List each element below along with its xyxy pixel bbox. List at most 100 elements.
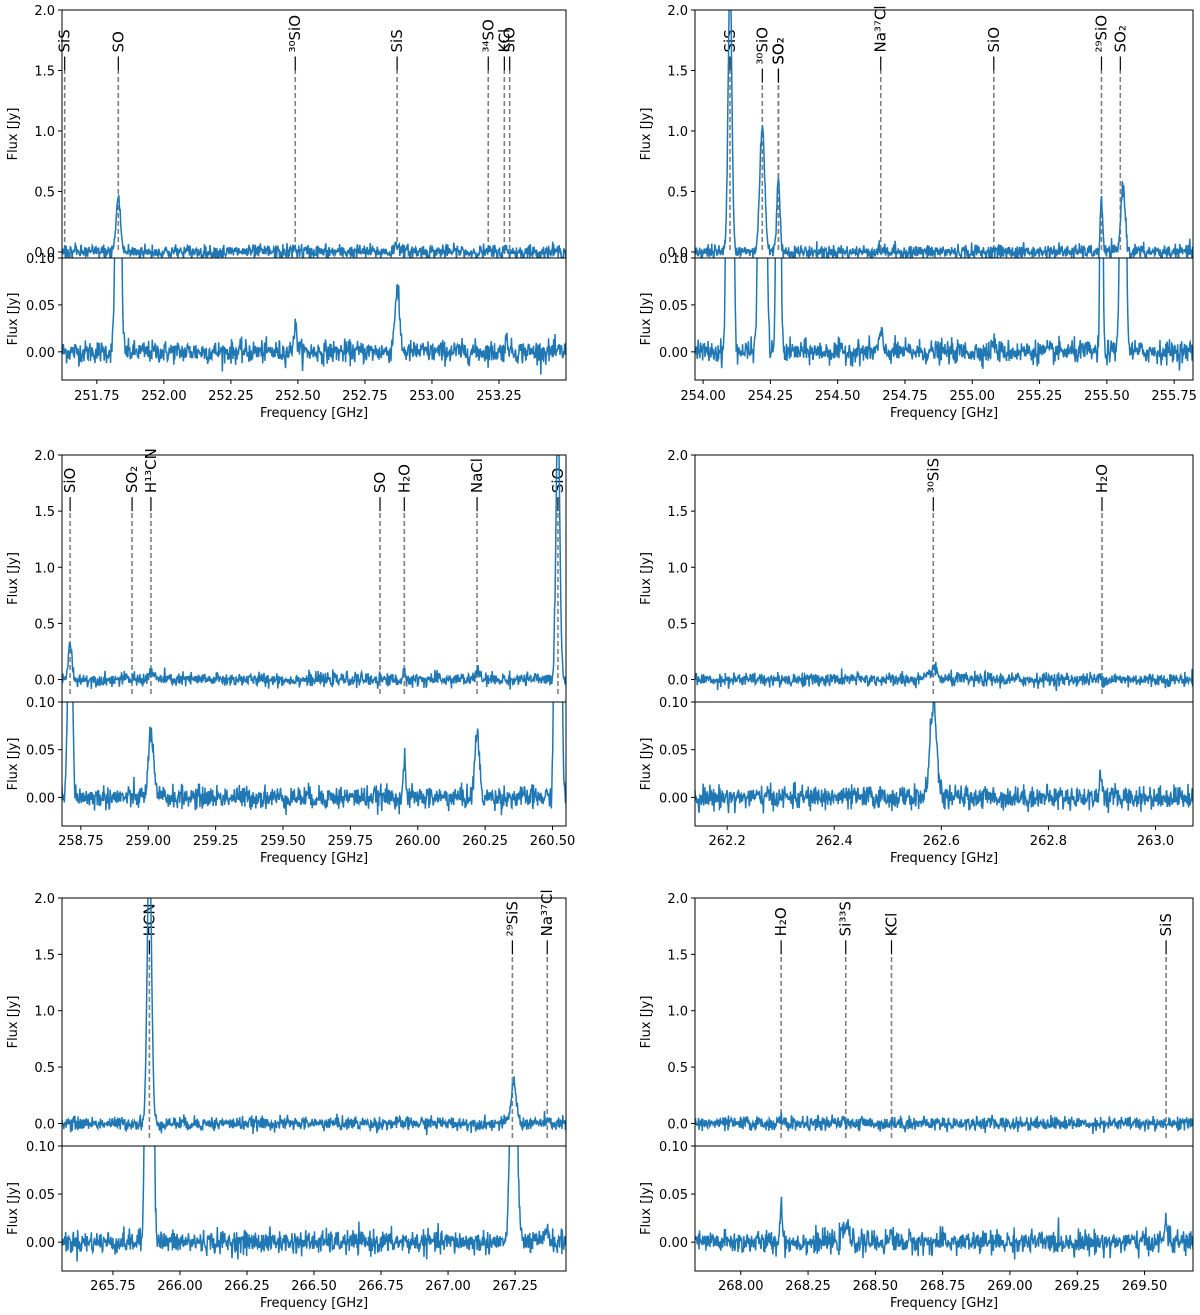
- line-label: ³⁰SiO: [286, 15, 304, 53]
- x-tick-label: 259.25: [193, 834, 239, 849]
- y-tick-label: 0.5: [34, 185, 55, 200]
- y-axis-label: Flux [Jy]: [6, 293, 21, 346]
- x-tick-label: 267.00: [425, 1279, 471, 1294]
- y-axis-label: Flux [Jy]: [639, 293, 654, 346]
- line-label: H¹³CN: [142, 448, 160, 493]
- spectrum-upper: [695, 10, 1193, 258]
- x-tick-label: 262.4: [816, 834, 853, 849]
- x-tick-label: 269.50: [1122, 1279, 1168, 1294]
- x-tick-label: 253.25: [476, 389, 522, 404]
- y-axis-label: Flux [Jy]: [6, 996, 21, 1049]
- line-label: SO₂: [123, 466, 141, 493]
- y-tick-label: 0.5: [667, 1061, 688, 1076]
- line-label: ³⁴SO: [479, 19, 497, 52]
- line-label: SO₂: [769, 37, 787, 64]
- x-tick-label: 260.00: [395, 834, 441, 849]
- line-label: NaCl: [468, 458, 486, 493]
- spectrum-lower: [62, 702, 566, 816]
- x-axis-label: Frequency [GHz]: [260, 851, 368, 866]
- line-label: KCl: [883, 913, 901, 937]
- y-tick-label: 0.0: [34, 674, 55, 689]
- y-axis-label: Flux [Jy]: [639, 552, 654, 605]
- spectrum-upper: [695, 661, 1193, 692]
- y-tick-label: 0.5: [34, 1061, 55, 1076]
- line-label: HCN: [140, 903, 158, 936]
- y-tick-label: 0.05: [26, 744, 55, 759]
- x-tick-label: 262.2: [709, 834, 746, 849]
- x-tick-label: 255.50: [1084, 389, 1130, 404]
- y-tick-label: 0.05: [26, 299, 55, 314]
- y-tick-label: 1.5: [667, 505, 688, 520]
- x-tick-label: 269.00: [987, 1279, 1033, 1294]
- x-tick-label: 255.75: [1151, 389, 1197, 404]
- y-axis-label: Flux [Jy]: [639, 738, 654, 791]
- y-axis-label: Flux [Jy]: [6, 108, 21, 161]
- spectrum-lower: [695, 702, 1193, 814]
- y-tick-label: 0.10: [659, 1140, 688, 1155]
- y-tick-label: 0.0: [34, 1117, 55, 1132]
- y-tick-label: 2.0: [34, 4, 55, 19]
- y-tick-label: 0.00: [659, 1236, 688, 1251]
- x-tick-label: 266.50: [291, 1279, 337, 1294]
- spectrum-upper: [62, 194, 566, 258]
- line-label: Si³³S: [837, 901, 855, 936]
- x-tick-label: 263.0: [1137, 834, 1174, 849]
- line-label: SiS: [388, 29, 406, 52]
- x-tick-label: 268.25: [785, 1279, 831, 1294]
- y-tick-label: 0.05: [26, 1188, 55, 1203]
- y-tick-label: 1.5: [667, 948, 688, 963]
- line-label: SO: [371, 472, 389, 493]
- x-axis-label: Frequency [GHz]: [260, 406, 368, 421]
- spectrum-upper: [695, 1111, 1193, 1134]
- x-axis-label: Frequency [GHz]: [260, 1296, 368, 1311]
- y-axis-label: Flux [Jy]: [639, 1182, 654, 1235]
- y-axis-label: Flux [Jy]: [639, 108, 654, 161]
- y-tick-label: 0.00: [26, 791, 55, 806]
- line-label: SiS: [721, 29, 739, 52]
- x-tick-label: 255.25: [1017, 389, 1063, 404]
- x-tick-label: 269.25: [1054, 1279, 1100, 1294]
- line-label: Na³⁷Cl: [872, 5, 890, 52]
- panel-middle-left: SiO SO₂ H¹³CN SO H₂O NaCl SiO 0.0 0.5 1.0 1.5 2.0 0.…: [6, 448, 576, 866]
- x-tick-label: 253.00: [409, 389, 455, 404]
- line-label: H₂O: [1093, 464, 1111, 493]
- y-tick-label: 0.00: [26, 1236, 55, 1251]
- x-tick-label: 254.00: [680, 389, 726, 404]
- line-label: ²⁹SiO: [1092, 15, 1110, 53]
- line-label: SO: [109, 31, 127, 52]
- y-tick-label: 0.0: [667, 246, 688, 261]
- y-tick-label: 1.0: [667, 561, 688, 576]
- y-tick-label: 1.0: [667, 1005, 688, 1020]
- x-tick-label: 267.25: [492, 1279, 538, 1294]
- spectrum-lower: [695, 1196, 1193, 1260]
- line-label: H₂O: [395, 464, 413, 493]
- y-tick-label: 0.10: [26, 1140, 55, 1155]
- x-axis-label: Frequency [GHz]: [890, 1296, 998, 1311]
- y-tick-label: 0.10: [659, 696, 688, 711]
- y-tick-label: 0.05: [659, 299, 688, 314]
- x-tick-label: 259.50: [260, 834, 306, 849]
- y-tick-label: 0.5: [667, 617, 688, 632]
- y-tick-label: 1.0: [34, 125, 55, 140]
- y-tick-label: 2.0: [667, 4, 688, 19]
- y-tick-label: 0.5: [667, 185, 688, 200]
- y-tick-label: 0.05: [659, 1188, 688, 1203]
- y-tick-label: 1.5: [34, 64, 55, 79]
- y-tick-label: 2.0: [667, 449, 688, 464]
- x-tick-label: 268.50: [853, 1279, 899, 1294]
- y-tick-label: 1.5: [667, 64, 688, 79]
- line-label: ³⁰SiO: [753, 27, 771, 65]
- x-tick-label: 255.00: [950, 389, 996, 404]
- line-label: SiO: [61, 468, 79, 494]
- x-tick-label: 260.25: [462, 834, 508, 849]
- x-tick-label: 251.75: [74, 389, 120, 404]
- panel-bottom-right: H₂O Si³³S KCl SiS 0.0 0.5 1.0 1.5 2.0 0.00 0.05 0.1…: [639, 892, 1194, 1311]
- x-tick-label: 260.50: [530, 834, 576, 849]
- x-tick-label: 254.25: [748, 389, 794, 404]
- x-tick-label: 259.00: [125, 834, 171, 849]
- x-tick-label: 254.50: [815, 389, 861, 404]
- x-tick-label: 259.75: [328, 834, 374, 849]
- x-tick-label: 266.25: [224, 1279, 270, 1294]
